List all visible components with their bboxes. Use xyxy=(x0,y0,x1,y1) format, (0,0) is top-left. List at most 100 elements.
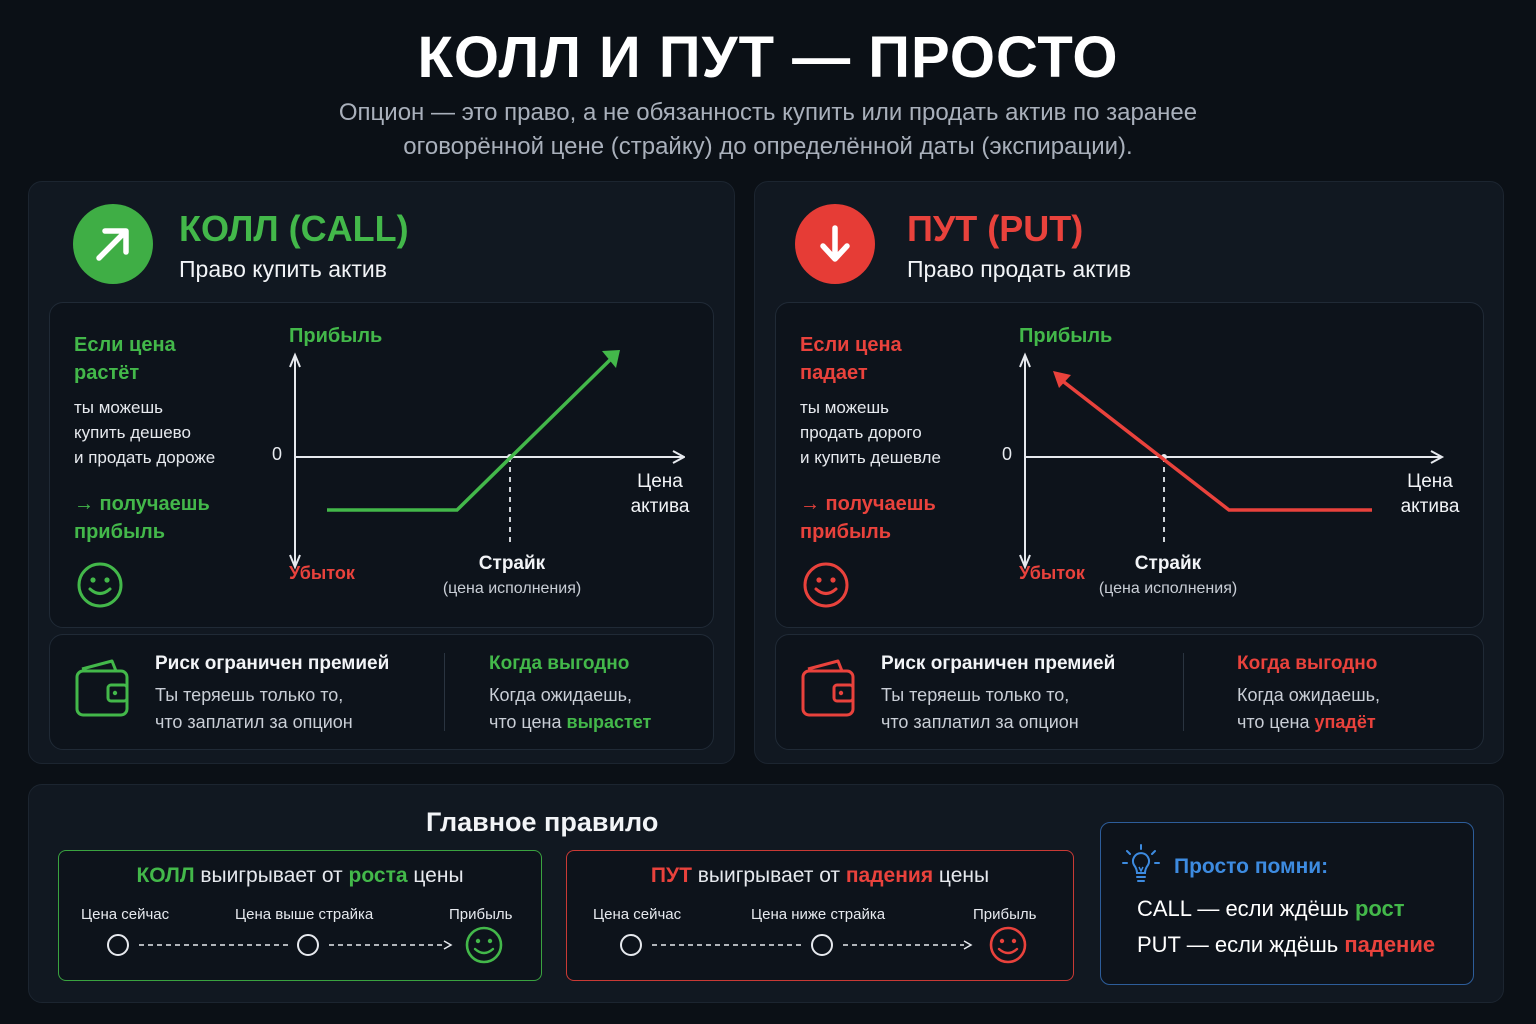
remember-call-accent: рост xyxy=(1354,896,1405,921)
remember-put-accent: падение xyxy=(1344,932,1436,957)
call-rule-step-1: Цена сейчас xyxy=(81,906,170,923)
call-rule-heading: КОЛЛ выигрывает от роста цены xyxy=(59,864,541,888)
call-strike-note: (цена исполнения) xyxy=(442,580,582,597)
call-risk-line-1: Ты теряешь только то, xyxy=(155,685,344,705)
remember-call-text: — если ждёшь xyxy=(1191,896,1355,921)
put-payoff-chart xyxy=(1019,352,1445,570)
put-risk-line-1: Ты теряешь только то, xyxy=(881,685,1070,705)
smiley-icon xyxy=(465,926,503,964)
call-when-text: Когда ожидаешь, что цена вырастет xyxy=(489,682,709,736)
call-loss-label: Убыток xyxy=(289,563,355,583)
call-risk-line-2: что заплатил за опцион xyxy=(155,712,353,732)
call-risk-text: Ты теряешь только то, что заплатил за оп… xyxy=(155,682,415,736)
remember-put-key: PUT xyxy=(1137,932,1181,957)
call-rule-box: КОЛЛ выигрывает от роста цены Цена сейча… xyxy=(58,850,542,981)
call-lead-line-2: растёт xyxy=(74,362,140,384)
put-subtitle: Право продать актив xyxy=(907,256,1132,282)
put-gain-line-1: → получаешь xyxy=(800,493,936,515)
call-when-line-2: что цена вырастет xyxy=(489,709,709,736)
call-lead: Если цена растёт xyxy=(74,331,244,387)
put-rule-flow xyxy=(620,926,1027,964)
call-desc-line-2: купить дешево xyxy=(74,423,191,442)
step-circle-1 xyxy=(620,934,642,956)
call-when-prefix: что цена xyxy=(489,712,567,732)
page-subtitle: Опцион — это право, а не обязанность куп… xyxy=(268,96,1268,164)
call-x-label-line-2: актива xyxy=(630,496,690,517)
put-rule-step-2: Цена ниже страйка xyxy=(751,906,886,923)
y-axis-arrow-down xyxy=(1019,554,1031,570)
put-strike-note: (цена исполнения) xyxy=(1098,580,1238,597)
put-x-label-line-2: актива xyxy=(1400,496,1460,517)
call-x-label-line-1: Цена xyxy=(637,471,683,492)
put-desc-line-1: ты можешь xyxy=(800,398,890,417)
call-risk-title: Риск ограничен премией xyxy=(155,653,390,674)
call-description: ты можешь купить дешево и продать дороже xyxy=(74,395,254,470)
put-rule-word-3: падения xyxy=(845,864,934,887)
step-circle-1 xyxy=(107,934,129,956)
y-axis-arrow-down xyxy=(289,554,301,570)
put-payoff-line xyxy=(1058,377,1372,512)
call-payoff-line xyxy=(327,353,617,512)
put-loss-label: Убыток xyxy=(1019,563,1085,583)
put-risk-title: Риск ограничен премией xyxy=(881,653,1116,674)
call-info-divider xyxy=(444,653,445,731)
call-gain-line-2: прибыль xyxy=(74,521,166,543)
y-axis-arrow-up xyxy=(289,352,301,368)
put-payoff-arrowhead xyxy=(1053,371,1071,388)
remember-box: Просто помни: CALL — если ждёшь рост PUT… xyxy=(1100,822,1474,985)
remember-put-text: — если ждёшь xyxy=(1180,932,1345,957)
put-chart-card: Если цена падает ты можешь продать дорог… xyxy=(775,302,1484,628)
remember-put-line: PUT — если ждёшь падение xyxy=(1137,932,1435,958)
smiley-icon xyxy=(989,926,1027,964)
x-axis-arrow xyxy=(1430,450,1445,464)
call-info-card: Риск ограничен премией Ты теряешь только… xyxy=(49,634,714,750)
arrow-up-right-icon xyxy=(73,204,153,284)
put-gain-line-2: прибыль xyxy=(800,521,892,543)
call-gain: → получаешь прибыль xyxy=(74,490,254,546)
step-circle-2 xyxy=(811,934,833,956)
x-axis-arrow xyxy=(672,450,685,464)
arrow-down-icon xyxy=(795,204,875,284)
put-profit-label: Прибыль xyxy=(1019,325,1113,347)
wallet-icon xyxy=(75,659,129,717)
put-strike-label: Страйк xyxy=(1134,553,1202,574)
call-zero-label: 0 xyxy=(272,444,283,464)
remember-call-line: CALL — если ждёшь рост xyxy=(1137,896,1405,922)
put-when-prefix: что цена xyxy=(1237,712,1315,732)
put-rule-box: ПУТ выигрывает от падения цены Цена сейч… xyxy=(566,850,1074,981)
call-desc-line-3: и продать дороже xyxy=(74,448,216,467)
put-rule-heading: ПУТ выигрывает от падения цены xyxy=(567,864,1073,888)
call-lead-line-1: Если цена xyxy=(74,334,176,356)
put-panel: ПУТ (PUT) Право продать актив Если цена … xyxy=(754,181,1504,764)
main-rule-panel: Главное правило КОЛЛ выигрывает от роста… xyxy=(28,784,1504,1003)
put-rule-step-1: Цена сейчас xyxy=(593,906,682,923)
call-title: КОЛЛ (CALL) xyxy=(179,208,409,249)
put-zero-label: 0 xyxy=(1002,444,1013,464)
call-rule-word-3: роста xyxy=(348,864,408,887)
call-when-line-1: Когда ожидаешь, xyxy=(489,685,633,705)
put-rule-step-3: Прибыль xyxy=(973,906,1037,923)
call-rule-word-2: выигрывает от xyxy=(194,864,349,887)
call-rule-step-2: Цена выше страйка xyxy=(235,906,374,923)
call-strike-label: Страйк xyxy=(478,553,546,574)
y-axis-arrow-up xyxy=(1019,352,1031,368)
call-rule-flow xyxy=(107,926,503,964)
put-lead-line-1: Если цена xyxy=(800,334,902,356)
call-rule-word-1: КОЛЛ xyxy=(136,864,195,887)
put-when-title: Когда выгодно xyxy=(1237,653,1378,674)
call-rule-word-4: цены xyxy=(407,864,464,887)
call-subtitle: Право купить актив xyxy=(179,256,387,282)
put-desc-line-3: и купить дешевле xyxy=(800,448,941,467)
subtitle-line-1: Опцион — это право, а не обязанность куп… xyxy=(338,99,1198,126)
call-x-label: Цена актива xyxy=(610,469,710,519)
put-risk-text: Ты теряешь только то, что заплатил за оп… xyxy=(881,682,1141,736)
put-description: ты можешь продать дорого и купить дешевл… xyxy=(800,395,980,470)
put-when-accent: упадёт xyxy=(1314,712,1376,732)
call-rule-step-3: Прибыль xyxy=(449,906,513,923)
call-chart-card: Если цена растёт ты можешь купить дешево… xyxy=(49,302,714,628)
put-lead: Если цена падает xyxy=(800,331,970,387)
call-gain-line-1: → получаешь xyxy=(74,493,210,515)
put-x-label: Цена актива xyxy=(1380,469,1480,519)
put-when-line-2: что цена упадёт xyxy=(1237,709,1457,736)
put-info-divider xyxy=(1183,653,1184,731)
